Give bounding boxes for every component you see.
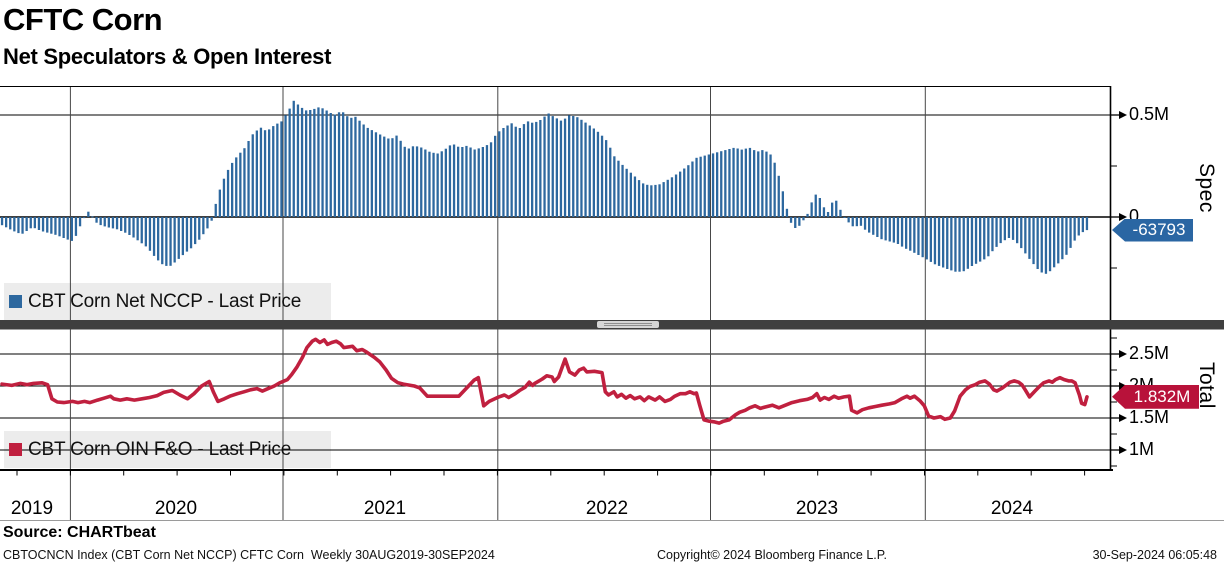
- spec-legend[interactable]: CBT Corn Net NCCP - Last Price: [0, 283, 327, 320]
- handle-ridge-icon: [604, 325, 652, 326]
- spec-last-value-badge: -63793: [1112, 218, 1193, 242]
- y-tick-label: 0: [1129, 206, 1140, 226]
- panel-divider-handle[interactable]: [597, 321, 659, 328]
- source-label: Source: CHARTbeat: [3, 524, 156, 541]
- spec-axis-title: Spec: [1195, 163, 1218, 213]
- total-axis-title: Total: [1195, 362, 1218, 409]
- footer-copyright: Copyright© 2024 Bloomberg Finance L.P.: [657, 548, 887, 562]
- x-year-label: 2022: [585, 498, 629, 519]
- total-legend[interactable]: CBT Corn OIN F&O - Last Price: [0, 431, 327, 468]
- x-year-label: 2021: [363, 498, 407, 519]
- y-tick-label: 1.5M: [1129, 407, 1170, 427]
- total-legend-label: CBT Corn OIN F&O - Last Price: [28, 438, 292, 460]
- footer-index-note: CBTOCNCN Index (CBT Corn Net NCCP) CFTC …: [3, 548, 495, 562]
- total-last-value-badge: 1.832M: [1112, 384, 1199, 409]
- page-subtitle: Net Speculators & Open Interest: [3, 44, 332, 69]
- x-year-label: 2020: [154, 498, 198, 519]
- x-year-label: 2024: [990, 498, 1034, 519]
- spec-legend-box[interactable]: [4, 283, 331, 320]
- x-year-label: 2023: [795, 498, 839, 519]
- total-series-swatch-icon: [9, 443, 22, 456]
- spec-legend-label: CBT Corn Net NCCP - Last Price: [28, 290, 302, 312]
- y-tick-label: 1M: [1129, 439, 1155, 459]
- spec-series-swatch-icon: [9, 295, 22, 308]
- y-tick-label: 0.5M: [1129, 104, 1170, 124]
- handle-ridge-icon: [604, 323, 652, 324]
- page-title: CFTC Corn: [3, 2, 163, 37]
- x-year-label: 2019: [10, 498, 54, 519]
- y-tick-label: 2.5M: [1129, 343, 1170, 363]
- footer-timestamp: 30-Sep-2024 06:05:48: [1092, 548, 1217, 562]
